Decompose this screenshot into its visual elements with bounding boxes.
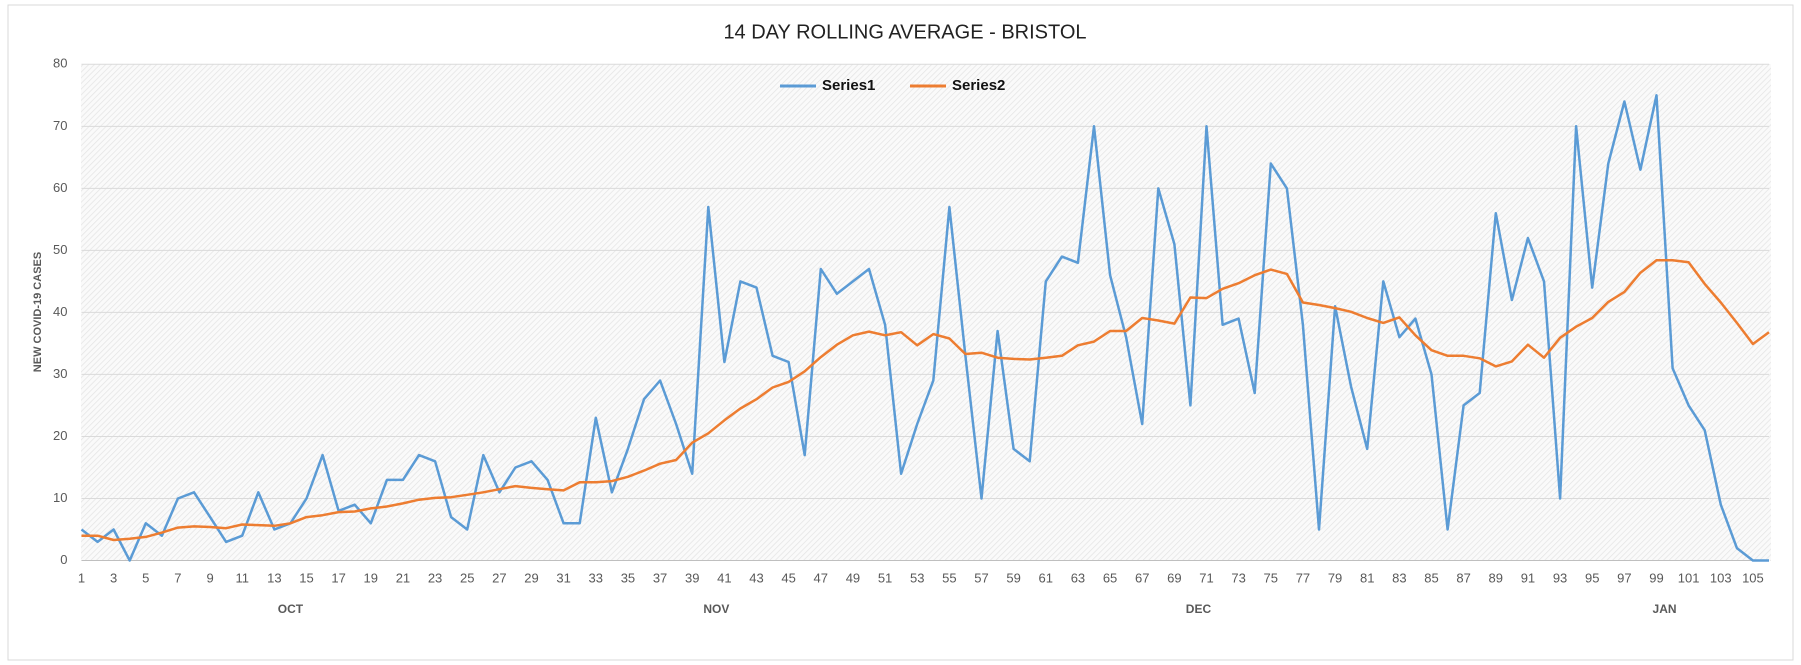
month-label: DEC [1186,602,1212,616]
x-tick-label: 47 [814,570,828,585]
x-tick-label: 85 [1424,570,1438,585]
x-tick-label: 39 [685,570,699,585]
x-tick-label: 103 [1710,570,1732,585]
x-tick-label: 75 [1264,570,1278,585]
y-tick-label: 10 [53,490,67,505]
y-tick-label: 80 [53,56,67,71]
x-tick-label: 105 [1742,570,1764,585]
x-tick-label: 1 [78,570,85,585]
x-tick-label: 7 [174,570,181,585]
month-label: OCT [278,602,304,616]
y-tick-label: 70 [53,118,67,133]
x-tick-label: 41 [717,570,731,585]
x-tick-label: 83 [1392,570,1406,585]
x-tick-label: 15 [299,570,313,585]
x-tick-label: 55 [942,570,956,585]
x-tick-label: 13 [267,570,281,585]
legend-label: Series2 [952,77,1005,94]
y-axis-label: NEW COVID-19 CASES [32,252,44,372]
x-tick-label: 73 [1231,570,1245,585]
month-label: NOV [703,602,729,616]
x-tick-label: 21 [396,570,410,585]
x-tick-label: 69 [1167,570,1181,585]
x-tick-label: 67 [1135,570,1149,585]
chart-title: 14 DAY ROLLING AVERAGE - BRISTOL [723,21,1086,43]
series-line [80,94,1769,562]
x-tick-label: 11 [235,570,249,585]
x-tick-label: 43 [749,570,763,585]
y-tick-label: 30 [53,366,67,381]
x-tick-label: 87 [1456,570,1470,585]
x-tick-label: 53 [910,570,924,585]
x-tick-label: 9 [206,570,213,585]
x-tick-label: 31 [556,570,570,585]
x-tick-label: 3 [110,570,117,585]
x-tick-label: 35 [621,570,635,585]
x-tick-label: 23 [428,570,442,585]
x-tick-label: 33 [589,570,603,585]
x-tick-label: 57 [974,570,988,585]
x-tick-label: 59 [1006,570,1020,585]
y-tick-label: 20 [53,428,67,443]
x-tick-label: 51 [878,570,892,585]
x-tick-label: 27 [492,570,506,585]
month-label: JAN [1653,602,1677,616]
x-tick-label: 49 [846,570,860,585]
x-tick-label: 63 [1071,570,1085,585]
x-tick-label: 25 [460,570,474,585]
legend-label: Series1 [822,77,875,94]
y-tick-label: 40 [53,304,67,319]
x-tick-label: 61 [1039,570,1053,585]
x-tick-label: 45 [781,570,795,585]
x-tick-label: 29 [524,570,538,585]
x-tick-label: 79 [1328,570,1342,585]
x-tick-label: 97 [1617,570,1631,585]
x-tick-label: 19 [364,570,378,585]
series-line [81,259,1770,542]
x-tick-label: 17 [331,570,345,585]
x-tick-label: 81 [1360,570,1374,585]
x-tick-label: 89 [1489,570,1503,585]
x-tick-label: 65 [1103,570,1117,585]
x-tick-label: 77 [1296,570,1310,585]
x-tick-label: 101 [1678,570,1700,585]
y-tick-label: 0 [60,552,67,567]
x-tick-label: 71 [1199,570,1213,585]
x-tick-label: 99 [1649,570,1663,585]
x-tick-label: 5 [142,570,149,585]
y-tick-label: 50 [53,242,67,257]
x-tick-label: 93 [1553,570,1567,585]
x-tick-label: 95 [1585,570,1599,585]
x-tick-label: 37 [653,570,667,585]
y-tick-label: 60 [53,180,67,195]
x-tick-label: 91 [1521,570,1535,585]
